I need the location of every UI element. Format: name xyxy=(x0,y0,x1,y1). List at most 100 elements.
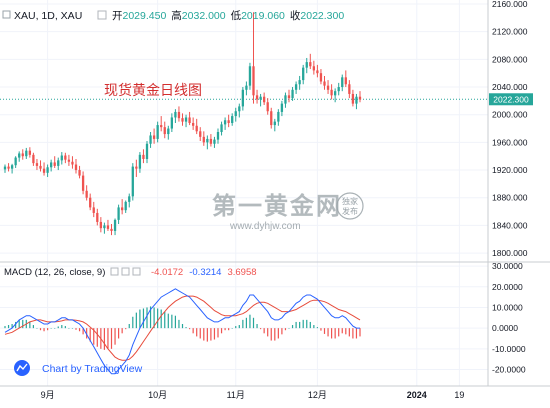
collapse-icon[interactable] xyxy=(2,10,11,19)
macd-histogram-bar xyxy=(228,328,230,331)
watermark-badge-line1: 独家 xyxy=(342,196,358,206)
macd-histogram-bar xyxy=(86,328,88,339)
candle xyxy=(92,201,95,218)
candle-body xyxy=(177,111,181,119)
macd-histogram-bar xyxy=(309,321,311,329)
price-tick-label: 2040.000 xyxy=(492,82,528,92)
candle xyxy=(67,154,71,166)
candle xyxy=(334,88,337,103)
candle xyxy=(64,152,67,164)
candle xyxy=(42,162,46,176)
macd-visibility-icon[interactable] xyxy=(110,267,119,276)
candle-body xyxy=(188,117,191,124)
candle-body xyxy=(323,81,326,86)
open-label: 开 xyxy=(112,10,123,22)
candle-body xyxy=(74,164,78,171)
candle-body xyxy=(142,154,145,159)
candle xyxy=(60,152,63,165)
candle-body xyxy=(192,123,195,126)
macd-histogram-bar xyxy=(96,328,98,347)
close-value: 2022.300 xyxy=(300,10,344,22)
macd-grid xyxy=(0,265,488,371)
macd-histogram-bar xyxy=(249,314,251,329)
price-tick-label: 1920.000 xyxy=(492,165,528,175)
macd-histogram-bar xyxy=(32,325,34,329)
macd-histogram-bar xyxy=(22,319,24,329)
candle xyxy=(39,160,42,172)
macd-histogram-bar xyxy=(185,327,187,329)
candle xyxy=(188,111,191,126)
candle xyxy=(163,121,166,139)
candle xyxy=(32,152,35,166)
candle-body xyxy=(21,153,24,157)
macd-signal-value: 3.6958 xyxy=(227,267,256,278)
macd-histogram-bar xyxy=(316,327,318,329)
candle-body xyxy=(294,84,298,90)
macd-title: MACD (12, 26, close, 9) xyxy=(4,267,105,278)
candle xyxy=(266,98,269,115)
legend-header: XAU, 1D, XAU 开2029.450 高2032.000 低2019.060… xyxy=(2,9,344,22)
macd-axis: -20.0000 -10.0000 0.0000 10.0000 20.0000 30.0… xyxy=(492,261,526,374)
candle xyxy=(7,163,10,172)
macd-histogram-bar xyxy=(89,328,91,342)
low-value: 2019.060 xyxy=(241,10,285,22)
macd-histogram-bar xyxy=(245,317,247,329)
candle-body xyxy=(135,166,138,169)
candle-body xyxy=(195,125,198,132)
macd-histogram-bar xyxy=(355,328,358,339)
candle-body xyxy=(280,103,284,112)
candle xyxy=(206,135,209,150)
candle-body xyxy=(309,62,312,67)
high-value: 2032.000 xyxy=(182,10,226,22)
macd-histogram-bar xyxy=(132,316,134,329)
tradingview-attribution[interactable]: Chart by TradingView xyxy=(14,360,143,376)
candle-body xyxy=(149,135,152,144)
candle xyxy=(174,109,177,124)
candle xyxy=(135,159,138,177)
macd-histogram-bar xyxy=(82,328,84,335)
macd-histogram-bar xyxy=(11,324,13,329)
candle xyxy=(355,93,358,110)
candle xyxy=(316,64,319,78)
candle xyxy=(298,75,301,90)
candle-body xyxy=(3,166,7,170)
macd-histogram-bar xyxy=(196,328,198,337)
macd-close-icon[interactable] xyxy=(132,267,141,276)
candle xyxy=(259,93,262,107)
candle xyxy=(287,89,291,103)
watermark: 第一黄金网 www.dyhjw.com 独家 发布 xyxy=(212,192,364,232)
close-label: 收 xyxy=(290,9,301,22)
macd-line-value: -0.3214 xyxy=(189,267,221,278)
candle xyxy=(160,116,163,132)
candle xyxy=(138,152,142,173)
macd-histogram-bar xyxy=(277,328,279,339)
macd-histogram-bar xyxy=(327,328,329,337)
macd-settings-icon[interactable] xyxy=(121,267,130,276)
macd-histogram-bar xyxy=(288,328,290,329)
candle xyxy=(245,81,248,96)
macd-pane xyxy=(4,288,361,375)
candle-body xyxy=(241,89,244,107)
macd-histogram-bar xyxy=(238,325,240,329)
macd-histogram-bar xyxy=(295,321,297,329)
candle xyxy=(348,80,351,99)
candle-body xyxy=(67,159,71,162)
macd-histogram-bar xyxy=(267,328,269,337)
candle-body xyxy=(163,127,166,135)
visibility-icon[interactable] xyxy=(97,10,107,20)
candle xyxy=(71,156,74,169)
candle-body xyxy=(14,157,17,166)
macd-histogram-bar xyxy=(125,328,127,330)
candle xyxy=(10,163,14,174)
candle xyxy=(145,140,149,164)
candle-body xyxy=(28,150,31,155)
macd-histogram-bar xyxy=(302,319,304,329)
candle-body xyxy=(227,120,230,124)
candle-body xyxy=(291,89,294,99)
candle-body xyxy=(330,89,333,96)
macd-histogram-bar xyxy=(4,326,6,329)
candle xyxy=(326,80,330,94)
